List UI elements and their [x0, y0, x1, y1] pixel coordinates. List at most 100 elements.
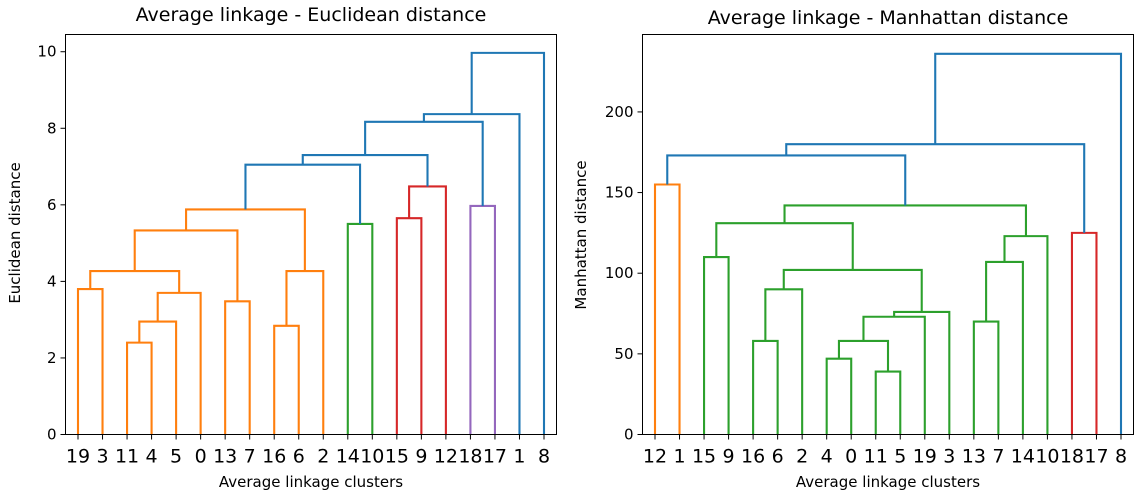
dendrogram-link-12: [395, 217, 423, 435]
chart-title: Average linkage - Euclidean distance: [136, 4, 487, 26]
leaf-label: 5: [170, 446, 182, 468]
dendrogram-link-4: [89, 270, 181, 293]
leaf-label: 18: [1060, 446, 1084, 468]
manhattan-dendrogram: Average linkage - Manhattan distance Ave…: [572, 7, 1134, 491]
dendrogram-link-8: [893, 310, 951, 435]
dendrogram-link-1: [126, 341, 153, 435]
leaf-label: 12: [434, 446, 458, 468]
y-tick-label: 0: [47, 426, 57, 444]
dendrogram-link-9: [782, 268, 923, 312]
dendrogram-link-16: [1070, 231, 1098, 435]
dendrogram-link-15: [666, 154, 907, 206]
leaf-label: 17: [1084, 446, 1108, 468]
dendrogram-link-7: [273, 324, 300, 435]
leaf-label: 13: [213, 446, 237, 468]
dendrogram-link-1: [703, 256, 730, 435]
leaf-label: 0: [195, 446, 207, 468]
dendrogram-link-5: [224, 300, 251, 435]
y-ticks: 0 2 4 6 8 10: [37, 43, 66, 444]
dendrogram-link-18: [470, 51, 546, 435]
leaf-label: 1: [513, 446, 525, 468]
dendrogram-link-6: [133, 229, 239, 302]
leaf-label: 8: [538, 446, 550, 468]
x-ticks: 19 3 11 4 5 0 13 7 16 6 2 14 10 15 9 12 18 17 1 8: [66, 434, 550, 468]
dendrogram-link-16: [364, 120, 484, 206]
y-tick-label: 0: [624, 426, 634, 444]
leaf-label: 10: [1035, 446, 1059, 468]
leaf-label: 10: [360, 446, 384, 468]
links: [653, 52, 1123, 435]
dendrogram-link-0: [76, 287, 104, 435]
leaf-label: 6: [772, 446, 784, 468]
leaf-label: 18: [458, 446, 482, 468]
euclidean-dendrogram: Average linkage - Euclidean distance Ave…: [6, 4, 557, 491]
leaf-label: 5: [894, 446, 906, 468]
leaf-label: 16: [741, 446, 765, 468]
y-tick-label: 100: [605, 264, 634, 282]
dendrogram-link-10: [346, 222, 374, 435]
y-tick-label: 2: [47, 349, 57, 367]
dendrogram-link-3: [764, 288, 804, 435]
dendrogram-link-3: [156, 291, 202, 435]
dendrogram-link-17: [785, 143, 1086, 233]
dendrogram-link-13: [408, 185, 447, 435]
leaf-label: 9: [415, 446, 427, 468]
leaf-label: 14: [1011, 446, 1035, 468]
plot-frame: [65, 34, 557, 435]
dendrogram-link-11: [244, 163, 362, 224]
leaf-label: 17: [483, 446, 507, 468]
dendrogram-link-2: [752, 339, 779, 435]
x-axis-label: Average linkage clusters: [796, 473, 980, 491]
leaf-label: 0: [845, 446, 857, 468]
x-axis-label: Average linkage clusters: [219, 473, 403, 491]
links: [76, 51, 546, 435]
leaf-label: 11: [115, 446, 139, 468]
dendrogram-link-7: [862, 315, 926, 435]
leaf-label: 9: [723, 446, 735, 468]
leaf-label: 3: [96, 446, 108, 468]
y-ticks: 0 50 100 150 200: [605, 103, 643, 444]
leaf-label: 14: [336, 446, 360, 468]
dendrogram-link-5: [825, 357, 853, 435]
dendrogram-link-10: [715, 222, 854, 270]
y-tick-label: 50: [614, 345, 633, 363]
dendrogram-link-14: [783, 204, 1028, 237]
leaf-label: 19: [66, 446, 90, 468]
dendrogram-link-12: [985, 260, 1024, 435]
y-tick-label: 10: [37, 43, 56, 61]
dendrogram-link-13: [1003, 235, 1049, 435]
leaf-label: 15: [692, 446, 716, 468]
leaf-label: 4: [146, 446, 158, 468]
leaf-label: 7: [992, 446, 1004, 468]
leaf-label: 6: [293, 446, 305, 468]
leaf-label: 16: [262, 446, 286, 468]
y-tick-label: 8: [47, 119, 57, 137]
leaf-label: 3: [943, 446, 955, 468]
dendrogram-link-6: [837, 339, 890, 372]
y-tick-label: 4: [47, 272, 57, 290]
dendrogram-link-18: [934, 52, 1123, 435]
dendrogram-link-2: [138, 320, 178, 435]
y-axis-label: Euclidean distance: [6, 162, 24, 303]
leaf-label: 11: [864, 446, 888, 468]
dendrogram-link-15: [469, 204, 496, 435]
y-tick-label: 200: [605, 103, 634, 121]
leaf-label: 19: [913, 446, 937, 468]
dendrogram-link-0: [653, 183, 681, 435]
dendrogram-link-14: [301, 154, 429, 187]
y-axis-label: Manhattan distance: [572, 160, 590, 309]
leaf-label: 15: [385, 446, 409, 468]
x-ticks: 12 1 15 9 16 6 2 4 0 11 5 19 3 13 7 14 10 18 17 8: [643, 434, 1127, 468]
leaf-label: 7: [244, 446, 256, 468]
leaf-label: 2: [796, 446, 808, 468]
leaf-label: 12: [643, 446, 667, 468]
dendrogram-link-8: [285, 270, 325, 435]
leaf-label: 4: [821, 446, 833, 468]
dendrogram-link-9: [185, 208, 306, 272]
y-tick-label: 6: [47, 196, 57, 214]
dendrogram-link-11: [972, 320, 1000, 435]
leaf-label: 13: [962, 446, 986, 468]
chart-title: Average linkage - Manhattan distance: [708, 7, 1069, 29]
plot-frame: [642, 34, 1134, 435]
